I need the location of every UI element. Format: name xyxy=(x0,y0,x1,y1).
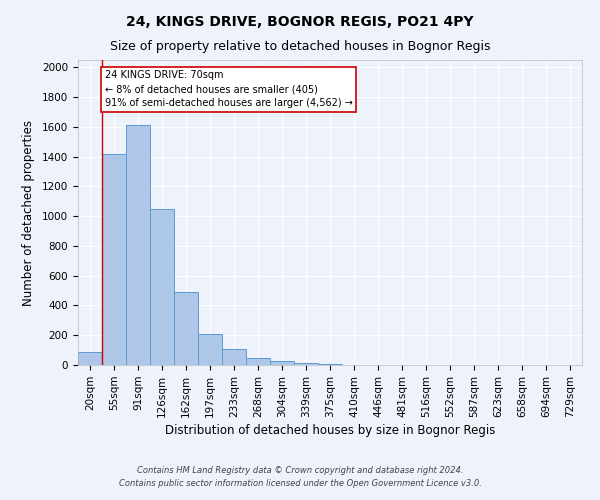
Bar xyxy=(150,209,174,365)
Bar xyxy=(246,358,270,365)
Bar xyxy=(318,364,342,365)
Bar xyxy=(198,334,222,365)
Y-axis label: Number of detached properties: Number of detached properties xyxy=(22,120,35,306)
X-axis label: Distribution of detached houses by size in Bognor Regis: Distribution of detached houses by size … xyxy=(165,424,495,437)
Bar xyxy=(126,126,150,365)
Bar xyxy=(78,352,102,365)
Text: 24 KINGS DRIVE: 70sqm
← 8% of detached houses are smaller (405)
91% of semi-deta: 24 KINGS DRIVE: 70sqm ← 8% of detached h… xyxy=(105,70,353,108)
Text: Contains HM Land Registry data © Crown copyright and database right 2024.
Contai: Contains HM Land Registry data © Crown c… xyxy=(119,466,481,487)
Bar xyxy=(294,363,318,365)
Bar xyxy=(222,348,246,365)
Bar xyxy=(102,154,126,365)
Text: Size of property relative to detached houses in Bognor Regis: Size of property relative to detached ho… xyxy=(110,40,490,53)
Text: 24, KINGS DRIVE, BOGNOR REGIS, PO21 4PY: 24, KINGS DRIVE, BOGNOR REGIS, PO21 4PY xyxy=(126,15,474,29)
Bar xyxy=(270,362,294,365)
Bar xyxy=(174,292,198,365)
